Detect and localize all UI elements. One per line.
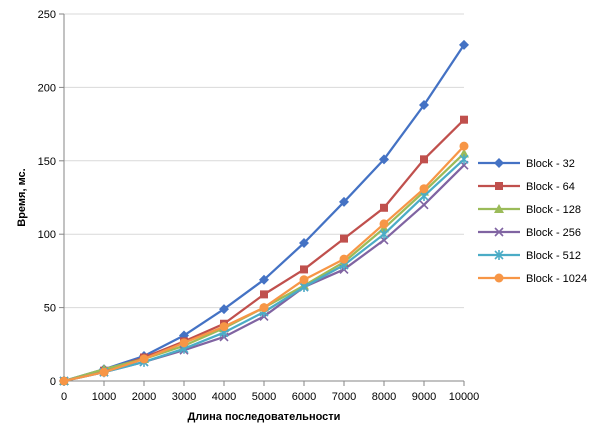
data-point bbox=[379, 219, 389, 229]
legend-item: Block - 512 bbox=[478, 250, 581, 262]
data-point bbox=[379, 154, 389, 165]
data-point bbox=[339, 196, 349, 207]
x-tick-label: 1000 bbox=[92, 391, 116, 403]
legend-marker bbox=[494, 250, 504, 260]
legend-label: Block - 1024 bbox=[526, 273, 587, 285]
data-point bbox=[459, 141, 469, 151]
data-point bbox=[300, 265, 308, 274]
legend-item: Block - 64 bbox=[478, 181, 575, 193]
y-tick-label: 100 bbox=[38, 229, 56, 241]
series-line bbox=[63, 158, 465, 383]
data-point bbox=[259, 274, 269, 285]
data-point bbox=[459, 148, 469, 158]
series-line bbox=[63, 164, 465, 383]
x-tick-label: 7000 bbox=[332, 391, 356, 403]
series-block-512 bbox=[59, 154, 469, 386]
data-point bbox=[259, 303, 269, 313]
legend-marker bbox=[494, 204, 504, 213]
legend-item: Block - 32 bbox=[478, 158, 575, 170]
data-point bbox=[99, 367, 109, 377]
x-tick-label: 8000 bbox=[372, 391, 396, 403]
legend-label: Block - 256 bbox=[526, 227, 581, 239]
series-line bbox=[63, 118, 465, 383]
y-tick-label: 50 bbox=[44, 303, 56, 315]
series-line bbox=[63, 152, 465, 383]
series-block-1024 bbox=[59, 141, 469, 386]
y-tick-label: 200 bbox=[38, 82, 56, 94]
legend-marker bbox=[494, 273, 504, 283]
y-axis-title: Время, мс. bbox=[16, 168, 28, 226]
legend-label: Block - 128 bbox=[526, 204, 581, 216]
data-point bbox=[219, 322, 229, 332]
data-point bbox=[340, 234, 348, 243]
x-tick-label: 3000 bbox=[172, 391, 196, 403]
gridlines bbox=[64, 13, 464, 309]
legend-item: Block - 1024 bbox=[478, 273, 587, 285]
data-point bbox=[380, 203, 388, 212]
data-point bbox=[260, 290, 268, 299]
x-tick-label: 10000 bbox=[449, 391, 480, 403]
tick-labels: 0 50 100 150 200 250 0 1000 2000 3000 4000 5000 6000… bbox=[38, 9, 480, 403]
data-point bbox=[459, 154, 469, 165]
legend: Block - 32 Block - 64 Block - 128 Block - 2… bbox=[478, 158, 587, 285]
legend-item: Block - 256 bbox=[478, 227, 581, 239]
data-point bbox=[179, 338, 189, 348]
x-axis-title: Длина последовательности bbox=[188, 411, 341, 423]
series-line bbox=[63, 44, 465, 383]
x-tick-label: 5000 bbox=[252, 391, 276, 403]
legend-marker bbox=[495, 182, 503, 190]
legend-item: Block - 128 bbox=[478, 204, 581, 216]
data-point bbox=[219, 304, 229, 315]
series-block-64 bbox=[60, 115, 468, 385]
legend-label: Block - 64 bbox=[526, 181, 575, 193]
data-point bbox=[379, 229, 389, 240]
legend-label: Block - 512 bbox=[526, 250, 581, 262]
x-tick-label: 2000 bbox=[132, 391, 156, 403]
x-tick-label: 6000 bbox=[292, 391, 316, 403]
series-block-256 bbox=[59, 160, 469, 386]
data-point bbox=[59, 376, 69, 386]
y-tick-label: 0 bbox=[50, 376, 56, 388]
data-point bbox=[339, 254, 349, 264]
y-tick-label: 150 bbox=[38, 156, 56, 168]
data-point bbox=[459, 39, 469, 50]
data-point bbox=[139, 354, 149, 364]
series-lines bbox=[59, 39, 469, 386]
data-point bbox=[299, 275, 309, 285]
x-tick-label: 0 bbox=[61, 391, 67, 403]
series-block-128 bbox=[59, 148, 469, 385]
data-point bbox=[299, 238, 309, 249]
x-tick-label: 9000 bbox=[412, 391, 436, 403]
data-point bbox=[419, 184, 429, 194]
data-point bbox=[419, 200, 429, 210]
legend-marker bbox=[494, 158, 504, 168]
data-point bbox=[460, 115, 468, 124]
axes bbox=[59, 13, 465, 386]
data-point bbox=[420, 155, 428, 164]
legend-label: Block - 32 bbox=[526, 158, 575, 170]
x-tick-label: 4000 bbox=[212, 391, 236, 403]
data-point bbox=[419, 100, 429, 111]
series-line bbox=[63, 145, 465, 383]
y-tick-label: 250 bbox=[38, 9, 56, 21]
legend-marker bbox=[494, 227, 504, 237]
